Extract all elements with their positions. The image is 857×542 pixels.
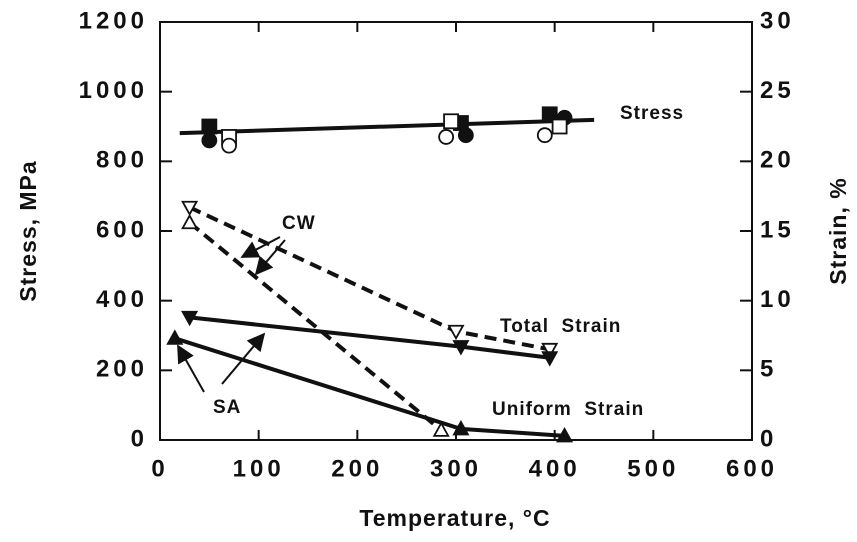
marker xyxy=(551,118,568,135)
marker xyxy=(438,129,455,145)
marker xyxy=(457,127,474,144)
marker xyxy=(541,106,558,123)
x-tick-label: 100 xyxy=(233,455,285,482)
marker xyxy=(181,213,199,230)
y-tick-label: 1200 xyxy=(79,7,148,34)
y2-tick-label: 20 xyxy=(760,147,795,174)
y-tick-label: 400 xyxy=(96,286,148,313)
y2-tick-label: 10 xyxy=(760,286,795,313)
marker xyxy=(201,132,218,149)
marker xyxy=(447,324,465,341)
series-line xyxy=(188,221,443,432)
marker xyxy=(181,310,199,327)
marker xyxy=(166,329,184,345)
marker xyxy=(541,342,559,359)
marker xyxy=(452,340,470,356)
y-tick-label: 800 xyxy=(96,147,148,174)
y2-axis-label: Strain, % xyxy=(825,177,851,284)
marker xyxy=(201,118,218,135)
y-tick-label: 200 xyxy=(96,356,148,383)
annotation: Uniform Strain xyxy=(492,399,644,420)
x-axis-label: Temperature, °C xyxy=(359,505,550,531)
y-tick-label: 600 xyxy=(96,216,148,243)
x-tick-label: 400 xyxy=(529,455,581,482)
arrow xyxy=(254,239,286,276)
y2-tick-label: 0 xyxy=(760,425,777,452)
y2-tick-label: 25 xyxy=(760,77,795,104)
x-tick-label: 200 xyxy=(331,455,383,482)
marker xyxy=(536,127,553,144)
plot-frame xyxy=(159,21,753,441)
x-tick-label: 500 xyxy=(627,455,679,482)
marker xyxy=(181,200,199,217)
y-tick-label: 1000 xyxy=(79,77,148,104)
marker xyxy=(432,421,450,437)
marker xyxy=(556,426,574,443)
marker xyxy=(443,113,459,130)
y-axis-label: Stress, MPa xyxy=(15,160,41,301)
arrow xyxy=(177,344,205,393)
marker xyxy=(541,351,559,367)
annotation: CW xyxy=(282,213,316,234)
arrow xyxy=(240,236,281,258)
annotation: Stress xyxy=(620,103,684,124)
marker xyxy=(452,419,470,436)
series-line xyxy=(188,205,551,352)
annotation: SA xyxy=(213,397,241,418)
y2-tick-label: 15 xyxy=(760,216,795,243)
marker xyxy=(221,137,237,154)
x-tick-label: 600 xyxy=(726,455,778,482)
y2-tick-label: 30 xyxy=(760,7,795,34)
x-tick-label: 300 xyxy=(430,455,482,482)
y2-tick-label: 5 xyxy=(760,356,777,383)
y-tick-label: 0 xyxy=(131,425,148,452)
x-tick-label: 0 xyxy=(151,455,168,482)
series-line xyxy=(179,117,595,136)
annotation: Total Strain xyxy=(500,316,621,337)
